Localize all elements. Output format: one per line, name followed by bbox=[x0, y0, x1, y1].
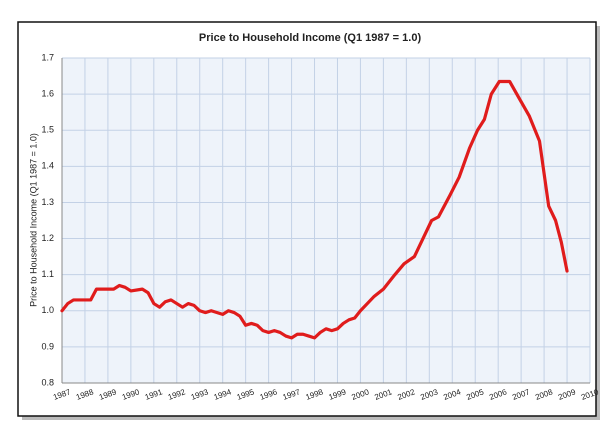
y-tick-label: 1.4 bbox=[41, 161, 54, 171]
y-tick-label: 1.1 bbox=[41, 269, 54, 279]
chart-title: Price to Household Income (Q1 1987 = 1.0… bbox=[199, 32, 422, 44]
y-tick-label: 1.6 bbox=[41, 88, 54, 98]
y-tick-label: 1.5 bbox=[41, 125, 54, 135]
y-tick-label: 1.0 bbox=[41, 305, 54, 315]
y-tick-label: 0.8 bbox=[41, 377, 54, 387]
plot-area bbox=[62, 58, 590, 383]
y-tick-label: 1.2 bbox=[41, 233, 54, 243]
y-tick-label: 0.9 bbox=[41, 341, 54, 351]
y-tick-label: 1.7 bbox=[41, 52, 54, 62]
y-tick-label: 1.3 bbox=[41, 197, 54, 207]
data-line bbox=[60, 79, 569, 340]
y-axis-label: Price to Household Income (Q1 1987 = 1.0… bbox=[28, 133, 38, 307]
